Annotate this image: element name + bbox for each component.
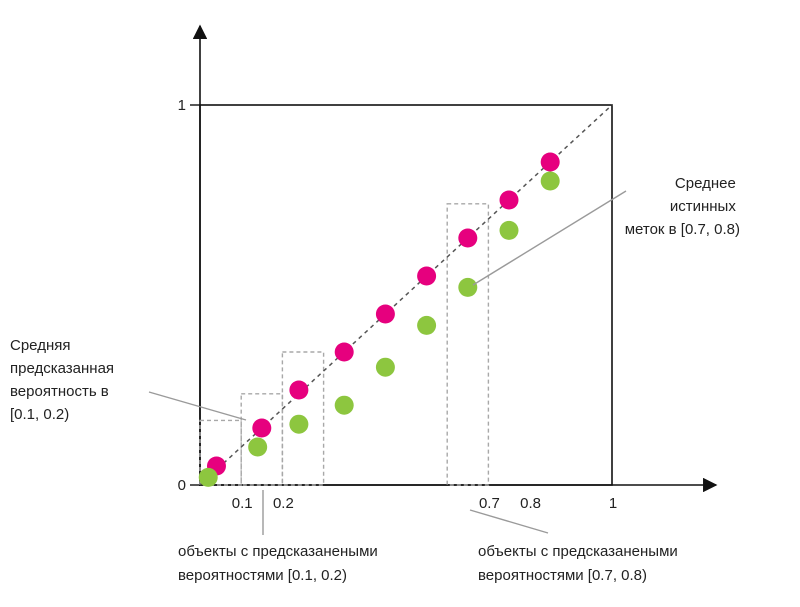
annotation-true-mean-line: истинных — [670, 198, 736, 215]
true-point — [375, 357, 395, 377]
x-tick-label: 1 — [609, 495, 617, 512]
x-tick-label: 0.2 — [273, 495, 294, 512]
true-point — [198, 467, 218, 487]
annotation-pred-mean-line: Средняя — [10, 337, 70, 354]
predicted-point — [417, 266, 437, 286]
predicted-point — [499, 190, 519, 210]
true-point — [417, 315, 437, 335]
true-point — [540, 171, 560, 191]
annotation-objects-01: объекты с предсказанеными вероятностями … — [178, 543, 382, 584]
predicted-point — [334, 342, 354, 362]
leader-objects-07 — [469, 509, 549, 534]
true-point — [499, 220, 519, 240]
bin-rect — [446, 203, 490, 486]
leader-true-mean — [472, 190, 627, 286]
x-tick-label: 0.7 — [479, 495, 500, 512]
true-point — [289, 414, 309, 434]
predicted-point — [375, 304, 395, 324]
y-tick-label: 0 — [178, 477, 186, 494]
annotation-pred-mean: Средняя предсказанная вероятность в [0.1… — [10, 337, 118, 423]
bin-rect — [281, 351, 325, 486]
bin-rects — [199, 203, 490, 486]
annotation-objects-07-line: вероятностями [0.7, 0.8) — [478, 567, 647, 584]
annotation-true-mean-line: Среднее — [675, 175, 736, 192]
annotation-pred-mean-line: вероятность в — [10, 383, 109, 400]
x-tick-label: 0.1 — [232, 495, 253, 512]
leader-pred-mean — [148, 391, 247, 421]
annotation-objects-01-line: вероятностями [0.1, 0.2) — [178, 567, 347, 584]
y-tick-label: 1 — [178, 97, 186, 114]
true-point — [248, 437, 268, 457]
data-points — [198, 152, 560, 487]
predicted-point — [458, 228, 478, 248]
predicted-point — [289, 380, 309, 400]
annotation-objects-07-line: объекты с предсказанеными — [478, 543, 678, 560]
true-point — [458, 277, 478, 297]
tick-labels: 0.1 0.2 0.7 0.8 1 0 1 — [178, 97, 618, 512]
x-tick-label: 0.8 — [520, 495, 541, 512]
annotation-true-mean-line: меток в [0.7, 0.8) — [625, 221, 740, 238]
predicted-point — [252, 418, 272, 438]
annotation-objects-07: объекты с предсказанеными вероятностями … — [478, 543, 682, 584]
true-point — [334, 395, 354, 415]
annotation-pred-mean-line: предсказанная — [10, 360, 114, 377]
predicted-point — [540, 152, 560, 172]
annotation-pred-mean-line: [0.1, 0.2) — [10, 406, 69, 423]
annotation-objects-01-line: объекты с предсказанеными — [178, 543, 378, 560]
annotation-true-mean: Среднее истинных меток в [0.7, 0.8) — [625, 175, 740, 238]
